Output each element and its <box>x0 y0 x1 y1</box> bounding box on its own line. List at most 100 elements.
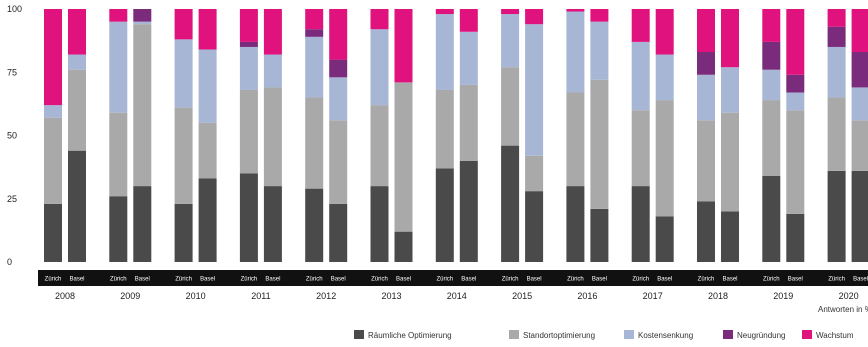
bar-segment-2013-basel-5 <box>394 9 413 83</box>
bar-segment-2019-zurich-5 <box>762 9 781 42</box>
bar-segment-2015-zurich-3 <box>501 14 520 68</box>
year-label-2016: 2016 <box>577 291 597 301</box>
year-label-2008: 2008 <box>55 291 75 301</box>
bar-segment-2020-basel-5 <box>851 9 868 53</box>
year-label-2013: 2013 <box>381 291 401 301</box>
bar-segment-2012-basel-2 <box>329 120 348 204</box>
year-label-2019: 2019 <box>773 291 793 301</box>
legend-label-3: Kostensenkung <box>638 331 693 340</box>
year-label-2009: 2009 <box>120 291 140 301</box>
bar-segment-2012-zurich-1 <box>305 188 324 262</box>
city-label-2018-basel: Basel <box>722 277 737 283</box>
bar-segment-2014-zurich-5 <box>435 9 454 15</box>
bar-segment-2013-zurich-1 <box>370 186 389 262</box>
city-label-2018-zurich: Zürich <box>698 277 715 283</box>
bar-segment-2020-zurich-2 <box>827 97 846 171</box>
city-label-2008-basel: Basel <box>69 277 84 283</box>
bar-segment-2020-basel-2 <box>851 120 868 171</box>
bar-segment-2018-zurich-1 <box>697 201 715 262</box>
city-label-2019-zurich: Zürich <box>763 277 780 283</box>
city-label-2011-basel: Basel <box>265 277 280 283</box>
bar-segment-2008-zurich-5 <box>44 9 62 106</box>
bar-segment-2019-basel-4 <box>786 74 805 93</box>
bar-segment-2011-zurich-4 <box>239 41 258 47</box>
legend-swatch-2 <box>509 330 519 339</box>
bar-segment-2020-basel-3 <box>851 87 868 121</box>
bar-segment-2009-zurich-3 <box>109 21 128 113</box>
year-label-2018: 2018 <box>708 291 728 301</box>
bar-segment-2014-zurich-3 <box>435 14 454 90</box>
bar-segment-2012-basel-4 <box>329 59 348 78</box>
bar-segment-2019-zurich-2 <box>762 100 781 176</box>
year-label-2010: 2010 <box>186 291 206 301</box>
bar-segment-2017-basel-1 <box>655 216 674 262</box>
bar-segment-2020-zurich-5 <box>827 9 846 27</box>
bar-segment-2018-basel-2 <box>721 112 739 212</box>
city-label-2020-basel: Basel <box>853 277 868 283</box>
bar-segment-2012-zurich-4 <box>305 29 324 37</box>
y-tick-label-100: 100 <box>7 4 22 14</box>
bar-segment-2012-basel-3 <box>329 77 348 121</box>
bar-segment-2012-zurich-2 <box>305 97 324 189</box>
city-label-2009-basel: Basel <box>135 277 150 283</box>
bar-segment-2015-basel-2 <box>525 155 544 192</box>
bar-segment-2011-zurich-1 <box>239 173 258 262</box>
bar-segment-2017-basel-2 <box>655 100 674 217</box>
bar-segment-2008-zurich-2 <box>44 117 62 204</box>
year-label-2017: 2017 <box>643 291 663 301</box>
legend-swatch-3 <box>624 330 634 339</box>
year-label-2015: 2015 <box>512 291 532 301</box>
city-label-2017-zurich: Zürich <box>632 277 649 283</box>
year-labels: 2008 2009 2010 2011 2012 2013 2014 2015 2016 2017… <box>55 291 859 301</box>
bar-segment-2013-zurich-5 <box>370 9 389 30</box>
city-label-2014-basel: Basel <box>461 277 476 283</box>
legend-swatch-1 <box>354 330 364 339</box>
bar-segment-2017-basel-3 <box>655 54 674 101</box>
bar-segment-2014-zurich-2 <box>435 89 454 169</box>
bar-segment-2009-basel-2 <box>133 24 152 187</box>
bar-segment-2016-zurich-2 <box>566 92 585 187</box>
y-tick-label-0: 0 <box>7 257 12 267</box>
bar-segment-2018-zurich-3 <box>697 74 715 121</box>
bar-segment-2011-basel-5 <box>263 9 282 55</box>
bar-segment-2020-basel-4 <box>851 52 868 88</box>
bar-segment-2009-basel-4 <box>133 9 152 22</box>
y-tick-label-25: 25 <box>7 194 17 204</box>
city-label-2019-basel: Basel <box>788 277 803 283</box>
bar-segment-2009-basel-3 <box>133 21 152 25</box>
bar-segment-2019-zurich-3 <box>762 69 781 101</box>
bar-segment-2011-zurich-3 <box>239 46 258 90</box>
bar-segment-2019-basel-5 <box>786 9 805 75</box>
city-label-2011-zurich: Zürich <box>241 277 258 283</box>
city-label-2015-zurich: Zürich <box>502 277 519 283</box>
bar-segment-2014-basel-5 <box>459 9 478 32</box>
bar-segment-2012-zurich-5 <box>305 9 324 30</box>
bar-segment-2012-basel-1 <box>329 203 348 262</box>
bar-segment-2017-zurich-5 <box>631 9 650 42</box>
bar-segment-2020-zurich-3 <box>827 46 846 98</box>
bar-segment-2016-zurich-1 <box>566 186 585 262</box>
bar-segment-2010-zurich-1 <box>174 203 193 262</box>
bar-segment-2013-zurich-3 <box>370 29 389 106</box>
city-label-2010-zurich: Zürich <box>175 277 192 283</box>
legend-swatch-5 <box>802 330 812 339</box>
city-label-2009-zurich: Zürich <box>110 277 127 283</box>
bar-segment-2016-zurich-5 <box>566 9 585 12</box>
city-label-2014-zurich: Zürich <box>436 277 453 283</box>
bar-segment-2018-basel-1 <box>721 211 739 262</box>
bar-segment-2012-zurich-3 <box>305 36 324 98</box>
bar-segment-2010-zurich-2 <box>174 107 193 204</box>
bar-segment-2018-basel-5 <box>721 9 739 68</box>
bar-segment-2008-zurich-3 <box>44 105 62 118</box>
city-strip: Zürich Basel Zürich Basel Zürich Basel Zürich B… <box>38 270 868 286</box>
bar-segment-2010-basel-5 <box>198 9 217 50</box>
y-tick-label-50: 50 <box>7 131 17 141</box>
bar-segment-2009-basel-1 <box>133 186 152 262</box>
bar-segment-2011-zurich-2 <box>239 89 258 174</box>
bar-segment-2011-basel-2 <box>263 87 282 187</box>
bar-segment-2015-zurich-5 <box>501 9 520 15</box>
bar-segment-2016-basel-2 <box>590 79 609 209</box>
city-label-2012-zurich: Zürich <box>306 277 323 283</box>
city-label-2010-basel: Basel <box>200 277 215 283</box>
